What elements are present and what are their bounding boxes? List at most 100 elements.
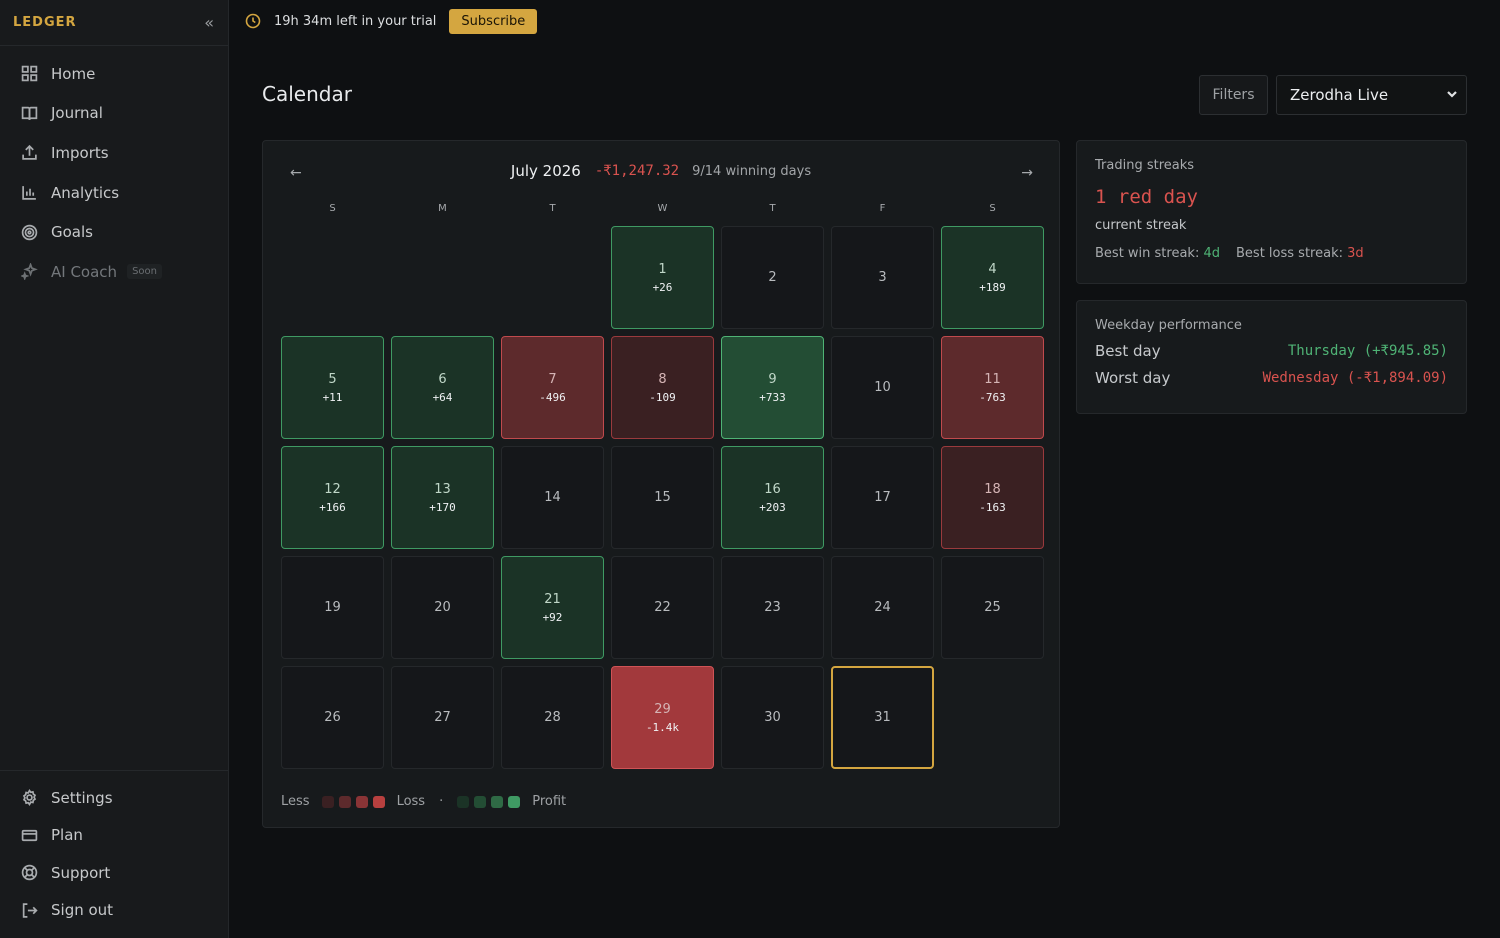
day-number: 29 xyxy=(654,701,671,717)
sidebar-item-label: Goals xyxy=(51,223,93,242)
sidebar-item-settings[interactable]: Settings xyxy=(0,779,228,817)
day-number: 8 xyxy=(658,371,667,387)
sidebar-item-goals[interactable]: Goals xyxy=(0,212,228,252)
next-month-button[interactable]: → xyxy=(1021,165,1033,181)
sidebar-item-sign-out[interactable]: Sign out xyxy=(0,892,228,930)
calendar-day-cell[interactable]: 14 xyxy=(501,446,604,549)
weekday-header: S xyxy=(989,203,996,214)
day-number: 20 xyxy=(434,600,451,615)
trial-text: 19h 34m left in your trial xyxy=(274,13,437,29)
soon-badge: Soon xyxy=(127,264,162,280)
calendar-day-cell[interactable]: 2 xyxy=(721,226,824,329)
best-loss-streak: Best loss streak: 3d xyxy=(1236,246,1364,261)
bottom-nav: Settings Plan Support Sign out xyxy=(0,770,228,929)
legend-loss-swatch xyxy=(338,795,351,808)
sidebar-item-ai-coach: AI Coach Soon xyxy=(0,252,228,292)
calendar-day-cell[interactable]: 19 xyxy=(281,556,384,659)
calendar-day-cell[interactable]: 5 +11 xyxy=(281,336,384,439)
calendar-day-cell[interactable]: 10 xyxy=(831,336,934,439)
calendar-day-cell[interactable]: 15 xyxy=(611,446,714,549)
account-select[interactable]: Zerodha Live xyxy=(1276,75,1467,115)
weekday-header: T xyxy=(549,203,556,214)
brand-bar: LEDGER « xyxy=(0,0,228,46)
day-number: 19 xyxy=(324,600,341,615)
calendar-day-cell[interactable]: 24 xyxy=(831,556,934,659)
worst-day-label: Worst day xyxy=(1095,369,1171,387)
upload-icon xyxy=(21,144,38,161)
calendar-day-cell[interactable]: 1 +26 xyxy=(611,226,714,329)
sidebar-item-journal[interactable]: Journal xyxy=(0,94,228,134)
filters-button[interactable]: Filters xyxy=(1199,75,1268,115)
day-number: 10 xyxy=(874,380,891,395)
day-number: 1 xyxy=(658,261,667,277)
sidebar-item-label: Analytics xyxy=(51,183,120,202)
calendar-day-cell[interactable]: 31 xyxy=(831,666,934,769)
calendar-day-cell[interactable]: 26 xyxy=(281,666,384,769)
day-number: 24 xyxy=(874,600,891,615)
calendar-day-cell[interactable]: 13 +170 xyxy=(391,446,494,549)
day-number: 22 xyxy=(654,600,671,615)
sidebar-item-analytics[interactable]: Analytics xyxy=(0,173,228,213)
day-pnl: -763 xyxy=(979,390,1006,404)
day-pnl: -1.4k xyxy=(645,720,680,734)
calendar-day-cell[interactable]: 29 -1.4k xyxy=(611,666,714,769)
subscribe-button[interactable]: Subscribe xyxy=(449,8,538,34)
calendar-day-cell[interactable]: 9 +733 xyxy=(721,336,824,439)
day-number: 3 xyxy=(878,270,887,285)
calendar-day-cell[interactable]: 8 -109 xyxy=(611,336,714,439)
chevron-down-icon xyxy=(1446,86,1458,104)
calendar-day-cell[interactable]: 18 -163 xyxy=(941,446,1044,549)
lifebuoy-icon xyxy=(21,864,38,881)
calendar-day-cell[interactable]: 25 xyxy=(941,556,1044,659)
sidebar: LEDGER « Home Journal Imports Analytics … xyxy=(0,0,229,938)
prev-month-button[interactable]: ← xyxy=(290,165,302,181)
card-title: Weekday performance xyxy=(1095,318,1242,333)
calendar-day-cell[interactable]: 30 xyxy=(721,666,824,769)
calendar-day-cell[interactable]: 20 xyxy=(391,556,494,659)
legend-loss: Loss xyxy=(396,794,426,809)
main-nav: Home Journal Imports Analytics Goals AI … xyxy=(0,46,228,292)
sidebar-item-plan[interactable]: Plan xyxy=(0,817,228,855)
calendar-day-cell[interactable]: 21 +92 xyxy=(501,556,604,659)
card-title: Trading streaks xyxy=(1095,158,1195,173)
sidebar-item-label: Settings xyxy=(51,788,113,807)
sign-out-icon xyxy=(21,902,38,919)
calendar-day-cell[interactable]: 28 xyxy=(501,666,604,769)
best-win-streak: Best win streak: 4d xyxy=(1095,246,1220,261)
day-pnl: +170 xyxy=(429,500,456,514)
calendar-day-cell[interactable]: 17 xyxy=(831,446,934,549)
best-day-row: Best day Thursday (+₹945.85) xyxy=(1095,342,1448,360)
calendar-day-cell[interactable]: 27 xyxy=(391,666,494,769)
calendar-day-cell[interactable]: 22 xyxy=(611,556,714,659)
month-label: July 2026 xyxy=(510,162,581,180)
double-chevron-left-icon[interactable]: « xyxy=(204,13,214,32)
legend-profit-swatch xyxy=(474,795,487,808)
sidebar-item-support[interactable]: Support xyxy=(0,854,228,892)
day-number: 13 xyxy=(434,481,451,497)
day-number: 18 xyxy=(984,481,1001,497)
weekday-header: W xyxy=(657,203,668,214)
day-pnl: +166 xyxy=(319,500,346,514)
calendar-day-cell[interactable]: 6 +64 xyxy=(391,336,494,439)
day-number: 12 xyxy=(324,481,341,497)
calendar-day-cell[interactable]: 4 +189 xyxy=(941,226,1044,329)
day-number: 11 xyxy=(984,371,1001,387)
calendar-day-cell[interactable]: 3 xyxy=(831,226,934,329)
day-number: 15 xyxy=(654,490,671,505)
sidebar-item-imports[interactable]: Imports xyxy=(0,133,228,173)
calendar-day-cell[interactable]: 7 -496 xyxy=(501,336,604,439)
legend-profit: Profit xyxy=(532,794,567,809)
best-win-streak-label: Best win streak: xyxy=(1095,246,1200,261)
worst-day-value: Wednesday (-₹1,894.09) xyxy=(1262,370,1448,386)
calendar-day-cell[interactable]: 12 +166 xyxy=(281,446,384,549)
sidebar-item-home[interactable]: Home xyxy=(0,54,228,94)
day-number: 7 xyxy=(548,371,557,387)
day-number: 9 xyxy=(768,371,777,387)
day-number: 14 xyxy=(544,490,561,505)
calendar-day-cell[interactable]: 16 +203 xyxy=(721,446,824,549)
calendar-day-cell[interactable]: 23 xyxy=(721,556,824,659)
calendar-day-cell[interactable]: 11 -763 xyxy=(941,336,1044,439)
day-number: 17 xyxy=(874,490,891,505)
day-number: 6 xyxy=(438,371,447,387)
trading-streaks-card: Trading streaks 1 red day current streak… xyxy=(1076,140,1467,284)
